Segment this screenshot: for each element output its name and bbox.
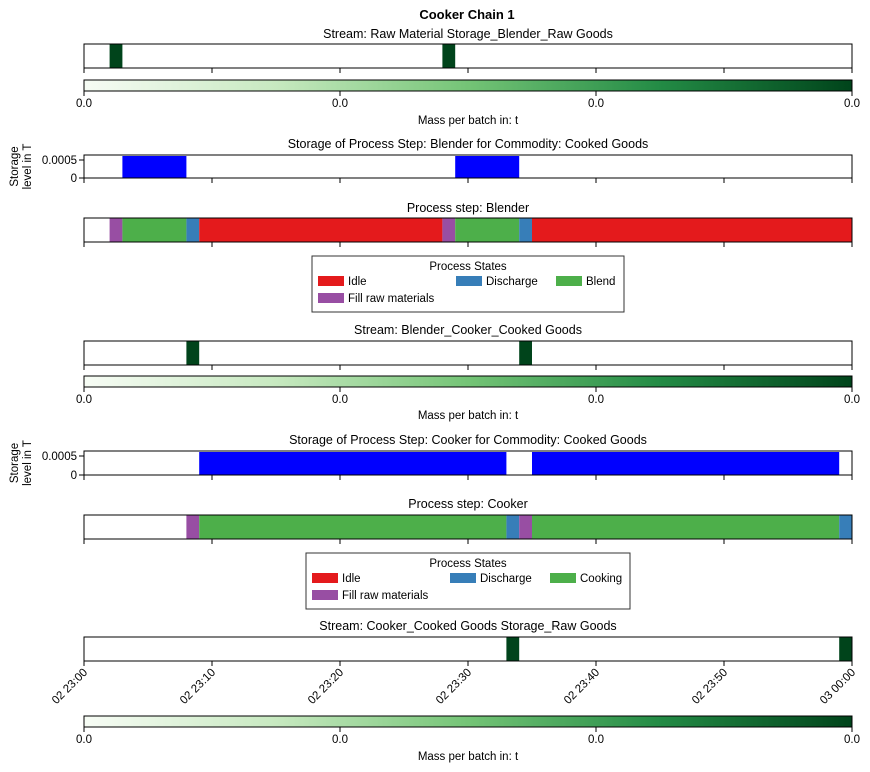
legend-label-5-0: Idle — [342, 573, 361, 585]
stream-event-0-1 — [442, 44, 456, 68]
legend-swatch-5-2 — [550, 573, 576, 583]
process-segment-2-2 — [186, 218, 200, 242]
x-tick-label-1: 02 23:10 — [178, 667, 218, 707]
colorbar-tick-label-6-1: 0.0 — [332, 734, 348, 746]
legend-label-5-2: Cooking — [580, 573, 622, 585]
storage-block-4-0 — [199, 452, 507, 475]
colorbar-tick-label-6-0: 0.0 — [76, 734, 92, 746]
colorbar-tick-label-3-3: 0.0 — [844, 394, 860, 406]
y-tick-label-1-0: 0.0005 — [42, 155, 77, 167]
legend-swatch-5-1 — [450, 573, 476, 583]
legend-swatch-2-2 — [556, 276, 582, 286]
process-segment-2-3 — [199, 218, 443, 242]
y-axis-label-line2-1: level in T — [22, 144, 34, 190]
colorbar-3 — [83, 375, 853, 388]
legend-swatch-5-3 — [312, 590, 338, 600]
storage-block-4-1 — [532, 452, 840, 475]
panel-frame-0 — [83, 43, 853, 69]
process-segment-2-0 — [109, 218, 123, 242]
panel-title-0: Stream: Raw Material Storage_Blender_Raw… — [323, 27, 613, 41]
colorbar-tick-label-3-0: 0.0 — [76, 394, 92, 406]
panel-title-1: Storage of Process Step: Blender for Com… — [288, 137, 649, 151]
panel-title-5: Process step: Cooker — [408, 497, 528, 511]
panel-title-6: Stream: Cooker_Cooked Goods Storage_Raw … — [319, 619, 616, 633]
process-segment-2-7 — [532, 218, 852, 242]
x-tick-label-5: 02 23:50 — [690, 667, 730, 707]
process-segment-5-2 — [506, 515, 520, 539]
colorbar-tick-label-0-2: 0.0 — [588, 98, 604, 110]
y-axis-label-line1-4: Storage — [9, 443, 21, 483]
colorbar-label-0: Mass per batch in: t — [418, 115, 519, 127]
legend-label-2-1: Discharge — [486, 276, 538, 288]
colorbar-label-6: Mass per batch in: t — [418, 751, 519, 763]
y-tick-label-4-0: 0.0005 — [42, 451, 77, 463]
colorbar-tick-label-3-1: 0.0 — [332, 394, 348, 406]
process-segment-5-3 — [519, 515, 532, 539]
panel-title-2: Process step: Blender — [407, 201, 529, 215]
panel-title-3: Stream: Blender_Cooker_Cooked Goods — [354, 323, 582, 337]
colorbar-tick-label-0-1: 0.0 — [332, 98, 348, 110]
legend-label-5-1: Discharge — [480, 573, 532, 585]
x-tick-label-4: 02 23:40 — [562, 667, 602, 707]
stream-event-6-1 — [839, 637, 852, 661]
legend-swatch-2-1 — [456, 276, 482, 286]
stream-event-3-1 — [519, 341, 532, 365]
x-tick-label-6: 03 00:00 — [818, 667, 858, 707]
stream-event-0-0 — [109, 44, 123, 68]
panel-title-4: Storage of Process Step: Cooker for Comm… — [289, 433, 647, 447]
legend-title-5: Process States — [429, 558, 507, 570]
legend-title-2: Process States — [429, 261, 507, 273]
process-segment-2-1 — [122, 218, 187, 242]
process-segment-5-4 — [532, 515, 840, 539]
legend-swatch-5-0 — [312, 573, 338, 583]
panel-frame-6 — [83, 636, 853, 662]
legend-label-2-2: Blend — [586, 276, 615, 288]
colorbar-label-3: Mass per batch in: t — [418, 410, 519, 422]
y-axis-label-line2-4: level in T — [22, 440, 34, 486]
process-segment-2-4 — [442, 218, 456, 242]
y-tick-label-1-1: 0 — [71, 173, 77, 185]
process-segment-2-5 — [455, 218, 520, 242]
colorbar-tick-label-3-2: 0.0 — [588, 394, 604, 406]
x-tick-label-0: 02 23:00 — [50, 667, 90, 707]
process-segment-5-1 — [199, 515, 507, 539]
chart-title: Cooker Chain 1 — [419, 7, 514, 22]
process-segment-2-6 — [519, 218, 532, 242]
colorbar-6 — [83, 715, 853, 728]
y-axis-label-line1-1: Storage — [9, 146, 21, 186]
legend-label-5-3: Fill raw materials — [342, 590, 429, 602]
y-tick-label-4-1: 0 — [71, 470, 77, 482]
process-segment-5-0 — [186, 515, 200, 539]
colorbar-tick-label-6-3: 0.0 — [844, 734, 860, 746]
legend-swatch-2-0 — [318, 276, 344, 286]
colorbar-tick-label-0-3: 0.0 — [844, 98, 860, 110]
x-tick-label-2: 02 23:20 — [306, 667, 346, 707]
storage-block-1-1 — [455, 156, 520, 178]
legend-label-2-3: Fill raw materials — [348, 293, 435, 305]
legend-label-2-0: Idle — [348, 276, 367, 288]
colorbar-0 — [83, 79, 853, 92]
process-segment-5-5 — [839, 515, 852, 539]
storage-block-1-0 — [122, 156, 187, 178]
legend-swatch-2-3 — [318, 293, 344, 303]
colorbar-tick-label-6-2: 0.0 — [588, 734, 604, 746]
stream-event-6-0 — [506, 637, 520, 661]
x-tick-label-3: 02 23:30 — [434, 667, 474, 707]
stream-event-3-0 — [186, 341, 200, 365]
colorbar-tick-label-0-0: 0.0 — [76, 98, 92, 110]
